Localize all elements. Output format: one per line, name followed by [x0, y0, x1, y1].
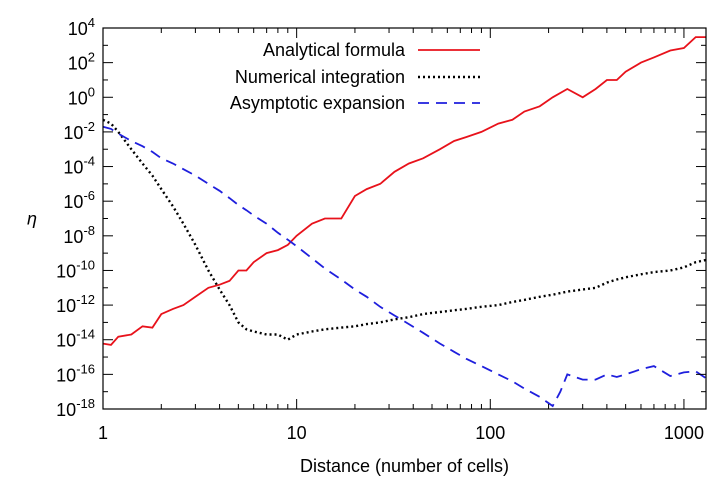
axes: 1 10 100 100010410210010-210-410-610-810-10… — [56, 15, 706, 443]
y-tick-base: 10 — [68, 88, 88, 108]
y-tick-base: 10 — [63, 192, 83, 212]
x-axis-label: Distance (number of cells) — [300, 456, 509, 476]
y-tick-label: 10-4 — [63, 154, 95, 178]
y-tick-base: 10 — [56, 331, 76, 351]
y-tick-exponent: -8 — [83, 223, 95, 238]
y-tick-exponent: -16 — [76, 361, 95, 376]
y-tick-label: 102 — [68, 50, 95, 74]
y-tick-base: 10 — [68, 19, 88, 39]
series-line-numerical-integration — [102, 118, 707, 342]
y-tick-label: 10-10 — [56, 257, 95, 281]
y-tick-base: 10 — [68, 54, 88, 74]
y-tick-label: 10-2 — [63, 119, 95, 143]
y-tick-exponent: 2 — [88, 50, 95, 65]
y-tick-exponent: -4 — [83, 154, 95, 169]
x-tick-label: 1000 — [664, 423, 704, 443]
y-tick-label: 10-6 — [63, 188, 95, 212]
x-tick-label: 100 — [475, 423, 505, 443]
y-axis-label: η — [27, 209, 37, 229]
y-tick-exponent: -12 — [76, 292, 95, 307]
y-tick-base: 10 — [63, 123, 83, 143]
x-tick-label: 1 — [98, 423, 108, 443]
series-line-asymptotic-expansion — [102, 125, 707, 408]
x-tick-label: 10 — [287, 423, 307, 443]
series-line-analytical-formula — [102, 36, 706, 346]
y-tick-exponent: -10 — [76, 257, 95, 272]
y-tick-base: 10 — [56, 296, 76, 316]
y-tick-exponent: 0 — [88, 84, 95, 99]
y-tick-base: 10 — [63, 158, 83, 178]
y-tick-exponent: -6 — [83, 188, 95, 203]
y-tick-exponent: -18 — [76, 396, 95, 411]
plot-series — [102, 36, 707, 408]
y-tick-label: 10-18 — [56, 396, 95, 420]
y-tick-exponent: -14 — [76, 327, 95, 342]
y-tick-exponent: -2 — [83, 119, 95, 134]
y-tick-base: 10 — [56, 261, 76, 281]
y-tick-label: 10-14 — [56, 327, 95, 351]
y-tick-label: 100 — [68, 84, 95, 108]
legend-label: Analytical formula — [263, 40, 406, 60]
y-tick-exponent: 4 — [88, 15, 95, 30]
legend: Analytical formula Numerical integration A… — [230, 40, 480, 113]
y-tick-base: 10 — [63, 227, 83, 247]
y-tick-label: 10-12 — [56, 292, 95, 316]
legend-label: Numerical integration — [235, 67, 405, 87]
y-tick-label: 10-16 — [56, 361, 95, 385]
y-tick-base: 10 — [56, 400, 76, 420]
y-tick-label: 104 — [68, 15, 95, 39]
legend-label: Asymptotic expansion — [230, 93, 405, 113]
y-tick-base: 10 — [56, 365, 76, 385]
y-tick-label: 10-8 — [63, 223, 95, 247]
